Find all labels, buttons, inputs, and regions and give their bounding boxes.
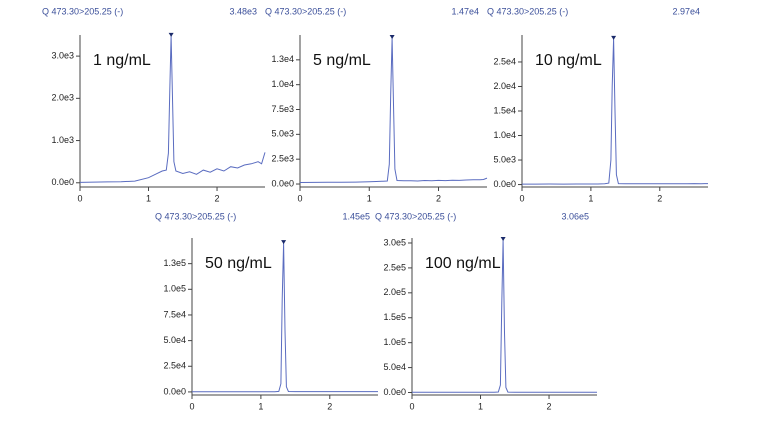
y-tick-label: 1.0e4 <box>493 130 516 140</box>
x-tick-label: 0 <box>409 401 414 411</box>
trace-line <box>79 35 266 183</box>
y-tick-label: 1.5e5 <box>383 312 406 322</box>
y-tick-label: 5.0e3 <box>271 129 294 139</box>
y-tick-label: 2.0e3 <box>51 93 74 103</box>
max-intensity: 3.48e3 <box>229 6 257 16</box>
y-tick-label: 5.0e3 <box>493 154 516 164</box>
y-tick-label: 0.0e0 <box>51 177 74 187</box>
concentration-label: 10 ng/mL <box>535 52 602 69</box>
y-tick-label: 2.5e5 <box>383 262 406 272</box>
y-tick-label: 3.0e3 <box>51 50 74 60</box>
y-tick-label: 0.0e0 <box>493 179 516 189</box>
concentration-label: 5 ng/mL <box>313 52 371 69</box>
trace-header: Q 473.30>205.25 (-) <box>375 211 456 221</box>
y-tick-label: 5.0e4 <box>163 335 186 345</box>
trace-line <box>299 37 488 183</box>
x-tick-label: 1 <box>588 193 593 203</box>
y-tick-label: 1.5e4 <box>493 105 516 115</box>
max-intensity: 2.97e4 <box>672 6 700 16</box>
y-tick-label: 1.0e4 <box>271 79 294 89</box>
trace-line <box>412 239 597 393</box>
x-tick-label: 1 <box>478 401 483 411</box>
trace-header: Q 473.30>205.25 (-) <box>487 6 568 16</box>
y-tick-label: 1.0e5 <box>163 284 186 294</box>
y-tick-label: 0.0e0 <box>163 386 186 396</box>
peak-marker <box>281 240 287 245</box>
trace-line <box>192 243 378 393</box>
y-tick-label: 1.3e4 <box>271 54 294 64</box>
trace-line <box>522 38 708 185</box>
y-tick-label: 0.0e0 <box>271 178 294 188</box>
max-intensity: 1.47e4 <box>451 6 479 16</box>
trace-header: Q 473.30>205.25 (-) <box>42 6 123 16</box>
peak-marker <box>168 32 174 37</box>
y-tick-label: 2.0e5 <box>383 287 406 297</box>
y-tick-label: 2.0e4 <box>493 81 516 91</box>
x-tick-label: 1 <box>367 193 372 203</box>
x-tick-label: 2 <box>436 193 441 203</box>
y-tick-label: 2.5e4 <box>493 56 516 66</box>
x-tick-label: 1 <box>258 401 263 411</box>
x-tick-label: 1 <box>146 193 151 203</box>
y-tick-label: 3.0e5 <box>383 237 406 247</box>
y-tick-label: 7.5e3 <box>271 104 294 114</box>
x-tick-label: 2 <box>547 401 552 411</box>
x-tick-label: 2 <box>327 401 332 411</box>
y-tick-label: 2.5e4 <box>163 361 186 371</box>
max-intensity: 3.06e5 <box>561 211 589 221</box>
x-tick-label: 2 <box>657 193 662 203</box>
concentration-label: 1 ng/mL <box>93 52 151 69</box>
x-tick-label: 2 <box>215 193 220 203</box>
y-tick-label: 0.0e0 <box>383 387 406 397</box>
y-tick-label: 5.0e4 <box>383 362 406 372</box>
x-tick-label: 0 <box>77 193 82 203</box>
x-tick-label: 0 <box>297 193 302 203</box>
trace-header: Q 473.30>205.25 (-) <box>265 6 346 16</box>
y-tick-label: 1.0e5 <box>383 337 406 347</box>
peak-marker <box>389 34 395 39</box>
peak-marker <box>500 236 506 241</box>
y-tick-label: 2.5e3 <box>271 154 294 164</box>
concentration-label: 100 ng/mL <box>425 255 501 272</box>
max-intensity: 1.45e5 <box>342 211 370 221</box>
x-tick-label: 0 <box>519 193 524 203</box>
y-tick-label: 1.0e3 <box>51 135 74 145</box>
y-tick-label: 7.5e4 <box>163 309 186 319</box>
peak-marker <box>611 35 617 40</box>
trace-header: Q 473.30>205.25 (-) <box>155 211 236 221</box>
y-tick-label: 1.3e5 <box>163 258 186 268</box>
concentration-label: 50 ng/mL <box>205 255 272 272</box>
x-tick-label: 0 <box>189 401 194 411</box>
